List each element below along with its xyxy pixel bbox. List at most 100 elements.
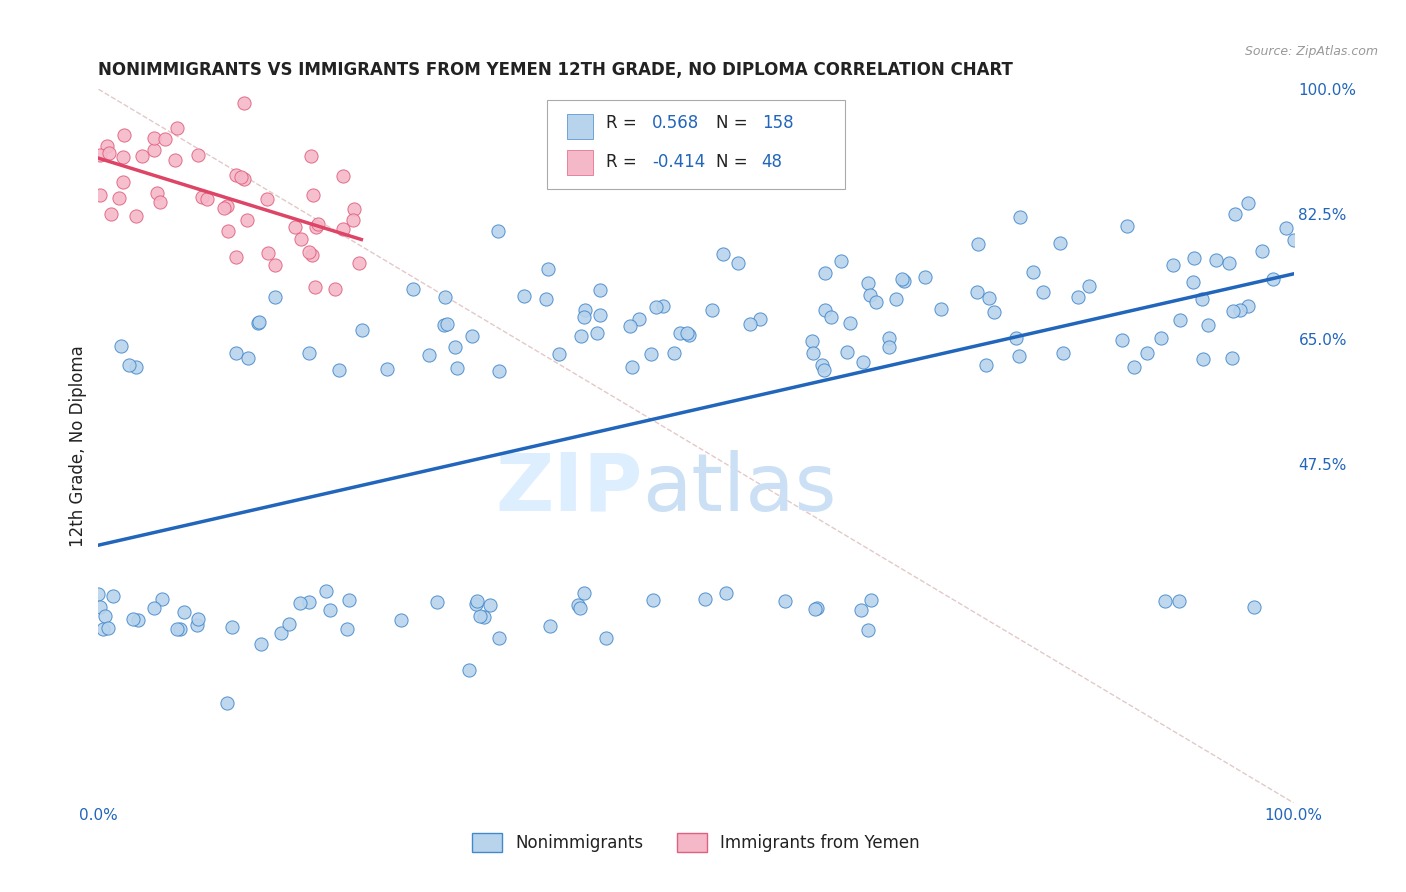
Point (589, 283, 612, 297)
Point (457, 663, 479, 677)
Point (336, 622, 359, 636)
Point (165, 153, 187, 168)
Point (572, 310, 595, 324)
Point (574, 302, 596, 317)
Point (640, 347, 662, 361)
Point (488, 632, 510, 646)
Point (97, 621, 120, 635)
Point (446, 360, 468, 375)
Point (856, 623, 879, 637)
Point (1192, 352, 1215, 367)
Point (118, 358, 141, 372)
Point (879, 340, 901, 354)
Point (966, 285, 988, 300)
Point (225, 250, 247, 264)
Point (1274, 220, 1296, 235)
Point (460, 329, 482, 343)
Point (173, 605, 195, 619)
Point (852, 355, 875, 369)
Point (112, 128, 135, 142)
Point (247, 316, 270, 330)
Point (678, 328, 700, 343)
Point (478, 598, 501, 612)
Point (401, 282, 423, 296)
Point (290, 232, 312, 246)
Point (1022, 265, 1045, 279)
Text: -0.414: -0.414 (652, 153, 704, 171)
Point (98, 146, 121, 161)
Point (837, 345, 859, 359)
Point (619, 319, 641, 334)
Point (1161, 258, 1184, 272)
Point (332, 222, 354, 236)
Point (110, 339, 132, 353)
Point (586, 326, 609, 340)
Point (236, 212, 259, 227)
Point (169, 622, 191, 636)
Point (820, 310, 842, 325)
Point (856, 276, 879, 290)
Point (1010, 210, 1032, 224)
Point (1077, 278, 1099, 293)
Point (131, 148, 153, 162)
Point (319, 603, 342, 617)
Point (749, 312, 772, 326)
Point (1243, 599, 1265, 614)
Point (125, 209, 148, 223)
Point (711, 247, 734, 261)
Point (166, 622, 188, 636)
Point (472, 609, 495, 624)
Point (814, 266, 837, 280)
Point (112, 175, 135, 189)
Point (886, 292, 908, 306)
Point (464, 597, 486, 611)
Point (443, 340, 465, 354)
Point (1122, 359, 1144, 374)
Point (814, 303, 837, 318)
Point (328, 363, 350, 377)
Text: atlas: atlas (643, 450, 837, 528)
Text: NONIMMIGRANTS VS IMMIGRANTS FROM YEMEN 12TH GRADE, NO DIPLOMA CORRELATION CHART: NONIMMIGRANTS VS IMMIGRANTS FROM YEMEN 1… (98, 62, 1014, 79)
Point (264, 258, 287, 272)
Point (851, 603, 873, 617)
Point (621, 359, 644, 374)
Point (891, 272, 914, 286)
Point (806, 600, 828, 615)
Point (858, 288, 880, 302)
Point (1052, 346, 1074, 360)
Point (651, 299, 673, 313)
Point (538, 619, 561, 633)
Text: N =: N = (716, 114, 754, 132)
Point (893, 274, 915, 288)
Point (569, 601, 592, 615)
Point (1191, 293, 1213, 307)
Point (225, 346, 247, 360)
Point (865, 294, 887, 309)
Point (433, 318, 456, 333)
Point (1205, 252, 1227, 267)
Point (1282, 233, 1305, 247)
Text: Source: ZipAtlas.com: Source: ZipAtlas.com (1244, 45, 1378, 58)
Point (1067, 290, 1090, 304)
Point (232, 172, 254, 186)
Point (307, 218, 329, 232)
Legend: Nonimmigrants, Immigrants from Yemen: Nonimmigrants, Immigrants from Yemen (465, 826, 927, 859)
Point (714, 586, 737, 600)
Point (569, 329, 592, 343)
Point (112, 150, 135, 164)
Point (298, 244, 321, 259)
Point (465, 594, 488, 608)
Point (1218, 256, 1240, 270)
Point (89, 599, 111, 614)
Point (103, 589, 125, 603)
Point (470, 608, 492, 623)
Point (195, 192, 218, 206)
Point (1220, 351, 1243, 365)
Point (323, 282, 346, 296)
Point (914, 270, 936, 285)
Point (1168, 313, 1191, 327)
Point (1154, 594, 1177, 608)
Point (976, 358, 998, 372)
Point (595, 631, 617, 645)
Point (859, 593, 882, 607)
